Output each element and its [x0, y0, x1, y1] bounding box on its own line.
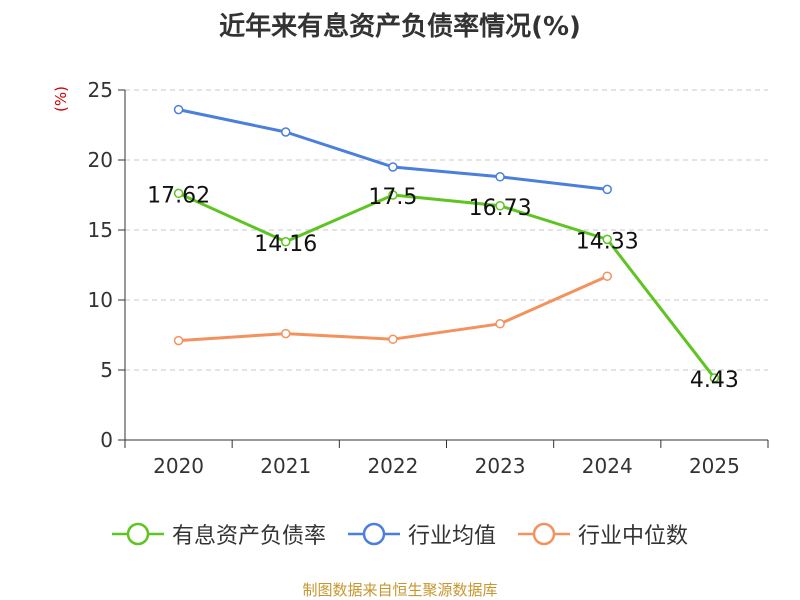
data-point [388, 190, 398, 200]
data-point [495, 172, 505, 182]
legend-item: 有息资产负债率 [111, 518, 326, 550]
chart-title: 近年来有息资产负债率情况(%) [219, 12, 581, 42]
legend-item: 行业中位数 [518, 518, 688, 550]
data-label: 14.16 [254, 232, 317, 257]
legend-label: 行业中位数 [578, 524, 689, 549]
x-tick-label: 2021 [260, 454, 311, 478]
x-tick-label: 2022 [367, 454, 418, 478]
y-tick-label: 0 [100, 428, 113, 452]
data-point [495, 319, 505, 329]
y-tick-label: 25 [88, 78, 113, 102]
data-point [281, 328, 291, 339]
x-tick-label: 2025 [689, 454, 740, 478]
legend-marker-icon [111, 522, 164, 546]
data-label: 4.43 [690, 368, 739, 393]
data-point [495, 201, 505, 211]
data-point [602, 234, 612, 245]
chart-legend: 有息资产负债率 行业均值 行业中位数 [0, 518, 800, 550]
x-tick-label: 2020 [153, 454, 204, 478]
series-line [178, 108, 608, 191]
data-label: 17.62 [147, 183, 210, 208]
x-tick-label: 2024 [582, 454, 633, 478]
legend-marker-icon [518, 522, 570, 546]
data-label: 14.33 [576, 229, 639, 254]
x-tick-label: 2023 [475, 454, 526, 478]
y-tick-label: 5 [100, 358, 113, 382]
data-point [173, 104, 184, 115]
legend-label: 行业均值 [407, 524, 496, 549]
data-label: 16.73 [469, 196, 532, 221]
y-tick-label: 15 [88, 218, 113, 242]
data-point [173, 188, 184, 199]
data-label: 17.5 [368, 185, 417, 210]
data-point [602, 184, 612, 195]
data-point [281, 237, 291, 247]
data-point [709, 373, 720, 383]
data-point [281, 127, 291, 137]
series-line [177, 191, 716, 379]
data-point [173, 335, 184, 346]
legend-item: 行业均值 [347, 518, 496, 550]
y-tick-label: 10 [88, 288, 113, 312]
y-tick-label: 20 [88, 148, 113, 172]
data-point [388, 334, 398, 344]
source-note: 制图数据来自恒生聚源数据库 [302, 581, 498, 599]
data-point [602, 271, 612, 281]
series-line [178, 274, 608, 343]
legend-label: 有息资产负债率 [171, 524, 326, 549]
legend-marker-icon [347, 522, 400, 546]
data-point [388, 162, 398, 172]
